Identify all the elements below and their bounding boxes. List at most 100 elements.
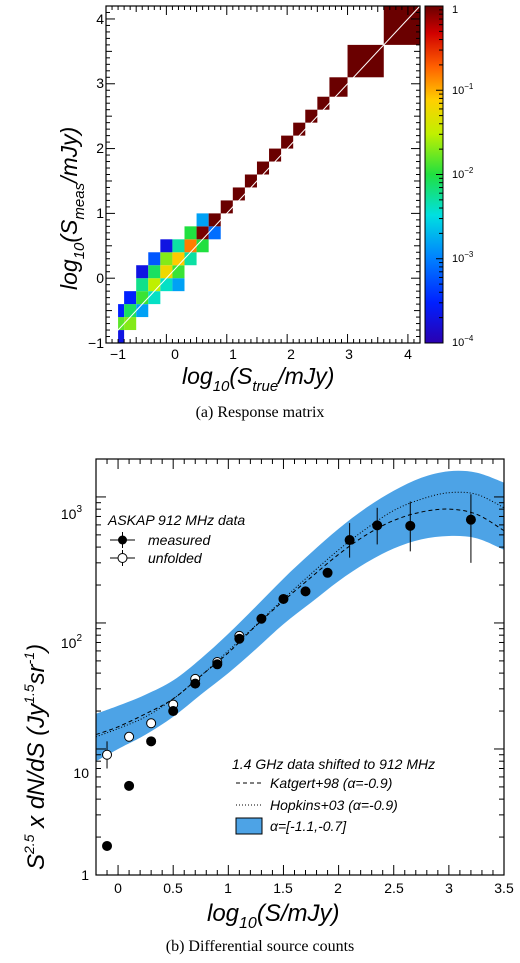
heatmap-cell <box>305 109 318 123</box>
hopkins-curve <box>96 491 504 738</box>
legend-title: ASKAP 912 MHz data <box>107 512 245 528</box>
heatmap-cell <box>317 96 330 110</box>
data-points <box>102 494 476 851</box>
colorbar-tick-label: 10−1 <box>452 82 474 97</box>
heatmap-cell <box>184 239 197 253</box>
x-tick-label: 0.5 <box>163 880 183 896</box>
measured-point <box>146 736 157 747</box>
heatmap-cell <box>293 122 306 136</box>
heatmap-cell <box>160 252 173 266</box>
heatmap-cell <box>172 278 185 292</box>
legend-bottom: 1.4 GHz data shifted to 912 MHz Katgert+… <box>232 756 435 835</box>
legend-band-label: α=[-1.1,-0.7] <box>270 818 347 834</box>
heatmap-cell <box>148 265 161 279</box>
colorbar-tick-label: 10−4 <box>452 334 474 349</box>
source-counts-panel: 0 0.5 1 1.5 2 2.5 3 3.5 1 10 102 103 log… <box>21 458 514 955</box>
colorbar-ticks <box>436 9 443 344</box>
heatmap-cell <box>148 252 161 266</box>
x-tick-label: 2 <box>334 880 342 896</box>
colorbar-tick-labels: 1 10−1 10−2 10−3 10−4 <box>452 4 474 349</box>
legend-top: ASKAP 912 MHz data measured unfolded <box>107 512 245 566</box>
y-tick-label: −1 <box>88 335 104 351</box>
legend-unfolded-marker <box>117 553 128 563</box>
y-axis-label: S2.5 x dN/dS (Jy1.5sr-1) <box>21 644 50 870</box>
heatmap-cell <box>118 317 125 331</box>
heatmap-cell <box>172 239 185 253</box>
x-tick-label: 2 <box>287 346 295 362</box>
plot-frame <box>95 458 505 876</box>
colorbar-tick-label: 1 <box>452 4 458 16</box>
heatmap-cell <box>160 278 173 292</box>
measured-point <box>405 520 416 531</box>
heatmap-cell <box>281 135 294 149</box>
y-tick-label: 0 <box>96 270 104 286</box>
x-tick-labels: 0 0.5 1 1.5 2 2.5 3 3.5 <box>114 880 514 896</box>
heatmap-cell <box>118 330 125 343</box>
heatmap-cell <box>118 304 125 318</box>
x-tick-label: 2.5 <box>384 880 404 896</box>
measured-point <box>212 659 223 670</box>
heatmap-cell <box>136 278 149 292</box>
legend-katgert-label: Katgert+98 (α=-0.9) <box>270 775 392 791</box>
x-tick-label: 3 <box>345 346 353 362</box>
measured-point <box>278 593 289 604</box>
colorbar-tick-label: 10−3 <box>452 250 474 265</box>
heatmap-cell <box>124 291 137 305</box>
measured-point <box>465 514 476 525</box>
y-tick-label: 10 <box>73 765 89 781</box>
alpha-range-band <box>96 470 504 762</box>
measured-point <box>124 780 135 791</box>
heatmap-cell <box>329 77 348 97</box>
x-tick-labels: −1 0 1 2 3 4 <box>110 346 412 362</box>
y-tick-labels: 1 10 102 103 <box>61 504 89 883</box>
unfolded-point <box>146 718 157 729</box>
measured-point <box>300 586 311 597</box>
legend-band-swatch <box>235 817 263 835</box>
caption-b: (b) Differential source counts <box>166 938 355 955</box>
heatmap-cell <box>160 239 173 253</box>
measured-point <box>102 840 113 851</box>
heatmap-cell <box>196 226 209 240</box>
y-tick-label: 1 <box>81 867 89 883</box>
heatmap-cell <box>172 252 185 266</box>
y-tick-label: 2 <box>96 140 104 156</box>
measured-point <box>234 633 245 644</box>
diagonal-line <box>114 5 421 334</box>
x-tick-label: 1 <box>229 346 237 362</box>
y-tick-label: 103 <box>61 504 83 522</box>
legend-unfolded-label: unfolded <box>148 550 203 566</box>
heatmap-cell <box>148 278 161 292</box>
x-tick-label: 1 <box>224 880 232 896</box>
heatmap-cell <box>208 226 221 240</box>
y-tick-label: 3 <box>96 75 104 91</box>
colorbar-tick-label: 10−2 <box>452 166 474 181</box>
measured-point <box>190 678 201 689</box>
y-tick-label: 102 <box>61 633 83 651</box>
heatmap-cell <box>184 252 197 266</box>
legend-hopkins-label: Hopkins+03 (α=-0.9) <box>270 797 398 813</box>
y-tick-label: 4 <box>96 11 104 27</box>
x-tick-label: 3 <box>445 880 453 896</box>
measured-point <box>344 535 355 546</box>
legend-title: 1.4 GHz data shifted to 912 MHz <box>232 756 435 772</box>
heatmap-cell <box>269 148 282 162</box>
heatmap-cell <box>196 239 209 253</box>
y-tick-label: 1 <box>96 205 104 221</box>
heatmap-cell <box>244 174 257 188</box>
x-tick-label: 0 <box>114 880 122 896</box>
heatmap-cell <box>160 265 173 279</box>
heatmap-cell <box>220 200 233 214</box>
unfolded-point <box>124 731 135 742</box>
x-tick-label: 3.5 <box>494 880 514 896</box>
heatmap-cell <box>148 291 161 305</box>
measured-point <box>322 567 333 578</box>
caption-a: (a) Response matrix <box>196 404 325 421</box>
x-tick-label: −1 <box>110 346 126 362</box>
legend-measured-marker <box>118 535 127 545</box>
x-axis-label: log10(S/mJy) <box>207 900 339 932</box>
heatmap-cell <box>347 44 384 78</box>
heatmap-cell <box>184 226 197 240</box>
legend-measured-label: measured <box>148 532 211 548</box>
x-axis-label: log10(Strue/mJy) <box>182 363 334 395</box>
